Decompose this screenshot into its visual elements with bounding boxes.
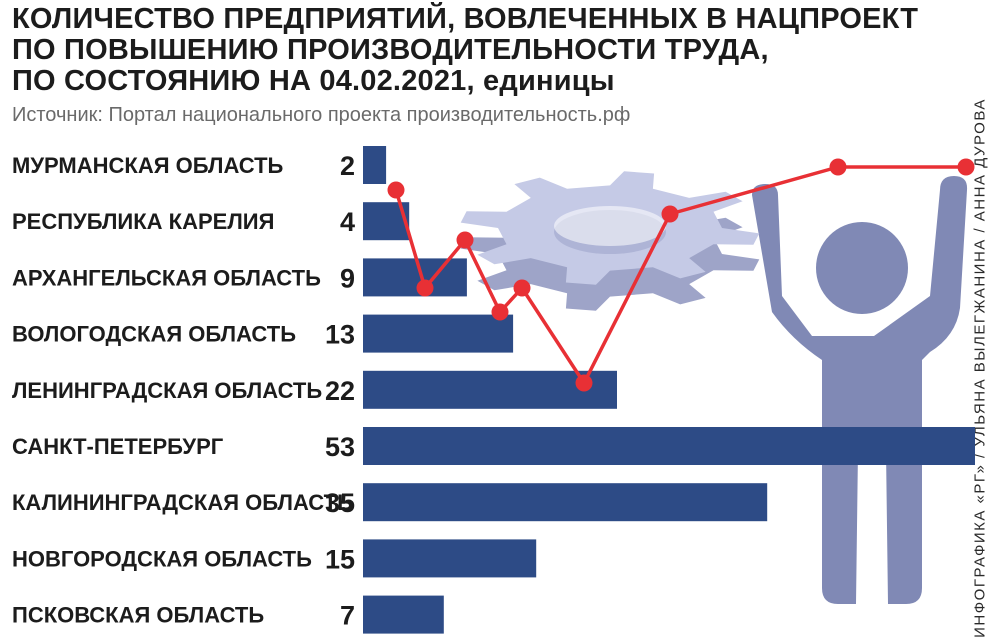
category-label: ВОЛОГОДСКАЯ ОБЛАСТЬ xyxy=(12,322,296,347)
bar xyxy=(363,314,514,353)
title-line-3-text: ПО СОСТОЯНИЮ НА 04.02.2021, xyxy=(12,65,475,97)
red-line-marker xyxy=(491,303,509,321)
category-label: ЛЕНИНГРАДСКАЯ ОБЛАСТЬ xyxy=(12,378,322,403)
data-label: 2 xyxy=(340,151,355,181)
red-line-marker xyxy=(829,158,847,176)
bar xyxy=(363,258,467,297)
category-label: САНКТ-ПЕТЕРБУРГ xyxy=(12,434,224,459)
category-label: МУРМАНСКАЯ ОБЛАСТЬ xyxy=(12,153,284,178)
category-label: КАЛИНИНГРАДСКАЯ ОБЛАСТЬ xyxy=(12,490,353,515)
data-label: 15 xyxy=(325,544,355,574)
category-label: РЕСПУБЛИКА КАРЕЛИЯ xyxy=(12,209,274,234)
data-label: 22 xyxy=(325,376,355,406)
person-illustration xyxy=(752,176,968,604)
chart-title: КОЛИЧЕСТВО ПРЕДПРИЯТИЙ, ВОВЛЕЧЕННЫХ В НА… xyxy=(12,3,919,97)
person-head-shape xyxy=(816,222,908,314)
decorative-red-line xyxy=(387,158,975,392)
red-line-marker xyxy=(575,374,593,392)
data-label: 53 xyxy=(325,432,355,462)
title-line-1: КОЛИЧЕСТВО ПРЕДПРИЯТИЙ, ВОВЛЕЧЕННЫХ В НА… xyxy=(12,3,919,35)
red-line-marker xyxy=(456,231,474,249)
bar xyxy=(363,370,617,409)
data-label: 13 xyxy=(325,320,355,350)
bar xyxy=(363,595,444,634)
red-line-marker xyxy=(661,205,679,223)
gear-hole-highlight xyxy=(554,206,666,246)
bars-group xyxy=(363,146,975,634)
title-line-3: ПО СОСТОЯНИЮ НА 04.02.2021, единицы xyxy=(12,66,912,97)
category-label: АРХАНГЕЛЬСКАЯ ОБЛАСТЬ xyxy=(12,265,321,290)
source-note: Источник: Портал национального проекта п… xyxy=(12,104,631,126)
title-unit: единицы xyxy=(483,65,615,97)
red-line-marker xyxy=(416,279,434,297)
labels-group: МУРМАНСКАЯ ОБЛАСТЬ 2 РЕСПУБЛИКА КАРЕЛИЯ 4 АР… xyxy=(12,151,355,631)
bar xyxy=(363,539,537,578)
category-label: НОВГОРОДСКАЯ ОБЛАСТЬ xyxy=(12,546,312,571)
data-label: 4 xyxy=(340,207,355,237)
title-line-2: ПО ПОВЫШЕНИЮ ПРОИЗВОДИТЕЛЬНОСТИ ТРУДА, xyxy=(12,34,769,66)
data-label: 9 xyxy=(340,263,355,293)
data-label: 35 xyxy=(325,488,355,518)
red-line-marker xyxy=(513,279,531,297)
red-line-marker xyxy=(387,181,405,199)
red-line-marker xyxy=(957,158,975,176)
person-body-shape xyxy=(752,176,968,604)
bar xyxy=(363,483,768,522)
bar xyxy=(363,146,387,184)
gear-illustration xyxy=(460,171,760,311)
category-label: ПСКОВСКАЯ ОБЛАСТЬ xyxy=(12,603,264,628)
bar xyxy=(363,427,975,465)
data-label: 7 xyxy=(340,601,355,631)
